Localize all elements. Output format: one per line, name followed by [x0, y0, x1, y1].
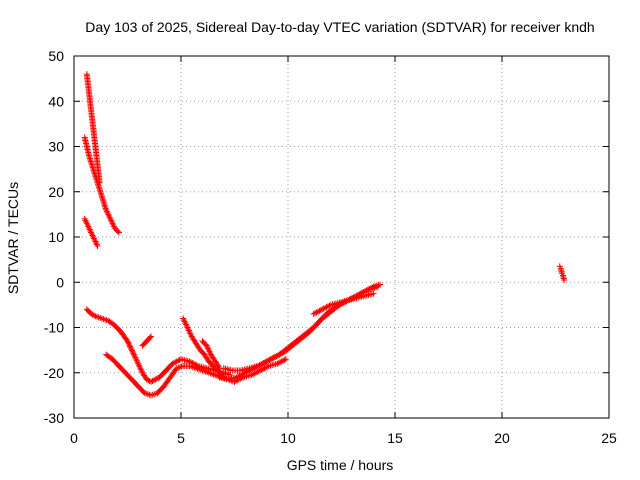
x-tick-label: 25 [601, 430, 617, 446]
x-tick-label: 20 [494, 430, 510, 446]
y-tick-label: 40 [48, 93, 64, 109]
data-point [215, 363, 222, 370]
y-axis-label: SDTVAR / TECUs [5, 182, 21, 294]
data-point [282, 356, 289, 363]
x-tick-label: 10 [280, 430, 296, 446]
data-point [128, 347, 135, 354]
x-tick-label: 15 [387, 430, 403, 446]
data-point [364, 286, 371, 293]
data-point [94, 243, 101, 250]
data-point [125, 339, 132, 346]
axis-ticks: 0 5 10 15 20 25 -30 -20 -10 0 10 20 30 40 50 [44, 48, 617, 446]
y-tick-label: 20 [48, 184, 64, 200]
x-tick-label: 5 [177, 430, 185, 446]
y-tick-label: 10 [48, 229, 64, 245]
chart-title: Day 103 of 2025, Sidereal Day-to-day VTE… [85, 19, 594, 35]
y-tick-label: 30 [48, 139, 64, 155]
y-tick-label: -20 [44, 365, 64, 381]
data-point [130, 350, 137, 357]
x-tick-label: 0 [70, 430, 78, 446]
data-point [115, 229, 122, 236]
data-point [129, 348, 136, 355]
data-point [238, 375, 245, 382]
data-point [561, 276, 568, 283]
data-point [148, 333, 155, 340]
data-points [81, 71, 568, 399]
grid [74, 56, 609, 418]
data-point [127, 344, 134, 351]
data-point [90, 312, 97, 319]
data-point [114, 228, 121, 235]
data-point [374, 283, 381, 290]
y-tick-label: -10 [44, 320, 64, 336]
y-tick-label: 0 [56, 274, 64, 290]
data-point [124, 338, 131, 345]
y-tick-label: 50 [48, 48, 64, 64]
data-point [264, 363, 271, 370]
data-point [326, 302, 333, 309]
data-point [126, 342, 133, 349]
data-point [370, 290, 377, 297]
data-point [281, 356, 288, 363]
y-tick-label: -30 [44, 410, 64, 426]
data-point [146, 334, 153, 341]
data-point [125, 340, 132, 347]
data-point [127, 343, 134, 350]
x-axis-label: GPS time / hours [287, 457, 394, 473]
data-point [128, 346, 135, 353]
